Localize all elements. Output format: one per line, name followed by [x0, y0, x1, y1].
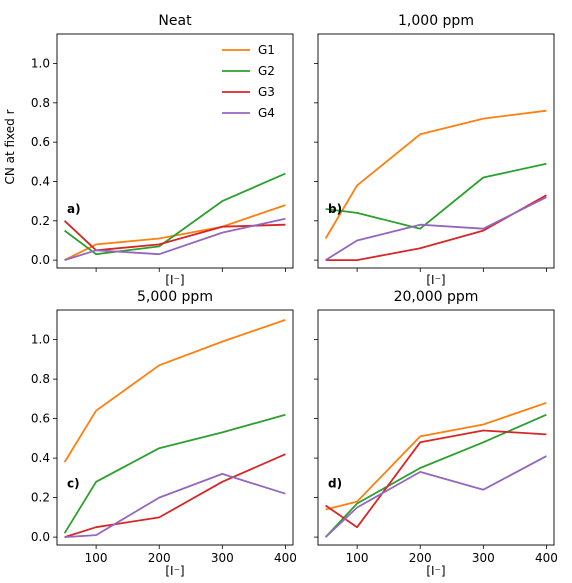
series-line-g2: [324, 413, 547, 538]
series-line-g1: [64, 204, 286, 261]
panel-title: 1,000 ppm: [398, 13, 474, 29]
panel-1: Neat 0.0 0.2 0.4 0.6 0.8 1.0 [I⁻] a): [31, 13, 294, 287]
y-tick-label: 0.6: [31, 135, 50, 149]
x-tick-label: 200: [148, 551, 171, 565]
series-line-g4: [64, 472, 286, 538]
legend-label-g1: G1: [258, 43, 275, 57]
x-tick-label: 300: [211, 551, 234, 565]
x-axis-label: [I⁻]: [426, 273, 445, 287]
y-tick-label: 0.8: [31, 96, 50, 110]
x-tick-label: 100: [346, 551, 369, 565]
y-tick-label: 0.4: [31, 174, 50, 188]
x-tick-label: 200: [409, 551, 432, 565]
panel-label: a): [67, 202, 81, 216]
panel-label: b): [328, 202, 342, 216]
y-tick-label: 0.4: [31, 451, 50, 465]
series-line-g3: [325, 194, 547, 262]
series-line-g2: [64, 172, 286, 256]
axes-frame: [56, 33, 294, 269]
panel-label: d): [328, 477, 342, 491]
x-axis-label: [I⁻]: [426, 564, 445, 578]
series-line-g2: [63, 413, 286, 534]
x-tick-label: 400: [274, 551, 297, 565]
legend-label-g3: G3: [258, 85, 275, 99]
series-line-g4: [324, 455, 547, 538]
panel-3: 5,000 ppm 0.0 0.2 0.4 0.6 0.8 1.0 100 200 300 400 […: [31, 289, 297, 578]
x-axis-label: [I⁻]: [165, 273, 184, 287]
y-tick-label: 0.2: [31, 214, 50, 228]
panel-2: 1,000 ppm [I⁻] b): [314, 13, 555, 287]
series-line-g4: [325, 196, 547, 261]
x-tick-label: 300: [472, 551, 495, 565]
x-tick-label: 400: [535, 551, 558, 565]
y-tick-label: 0.0: [31, 530, 50, 544]
series-line-g2: [325, 162, 547, 230]
panel-4: 20,000 ppm 100 200 300 400 [I⁻] d): [314, 289, 558, 578]
y-tick-label: 0.8: [31, 372, 50, 386]
legend-label-g4: G4: [258, 106, 275, 120]
panels: Neat 0.0 0.2 0.4 0.6 0.8 1.0 [I⁻] a) 1,000 ppm [I⁻…: [31, 13, 558, 578]
axes-frame: [317, 309, 555, 546]
legend-label-g2: G2: [258, 64, 275, 78]
y-tick-label: 0.6: [31, 412, 50, 426]
y-tick-label: 1.0: [31, 56, 50, 70]
y-tick-label: 0.0: [31, 253, 50, 267]
series-line-g3: [325, 429, 547, 529]
axes-frame: [317, 33, 555, 269]
panel-label: c): [67, 477, 80, 491]
panel-title: Neat: [158, 13, 192, 29]
series-line-g4: [64, 217, 286, 261]
y-tick-label: 0.2: [31, 491, 50, 505]
x-axis-label: [I⁻]: [165, 564, 184, 578]
y-axis-label: CN at fixed r: [3, 109, 17, 184]
legend: G1 G2 G3 G4: [222, 43, 275, 120]
axes-frame: [56, 309, 294, 546]
series-line-g3: [64, 453, 286, 538]
x-tick-label: 100: [85, 551, 108, 565]
panel-title: 5,000 ppm: [137, 289, 213, 305]
series-line-g1: [63, 319, 286, 463]
series-line-g3: [63, 220, 286, 252]
series-line-g1: [325, 401, 547, 511]
y-tick-label: 1.0: [31, 333, 50, 347]
series-line-g1: [324, 109, 547, 239]
panel-title: 20,000 ppm: [394, 289, 479, 305]
